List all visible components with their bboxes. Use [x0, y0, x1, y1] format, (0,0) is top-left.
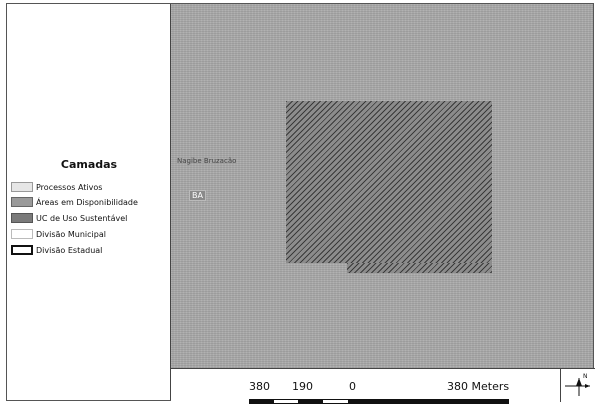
legend-item-areas-disponibilidade: Áreas em Disponibilidade — [11, 196, 138, 208]
legend-label: Divisão Estadual — [36, 245, 103, 255]
scale-bar-panel: 380 190 0 380 Meters — [171, 368, 560, 404]
scale-tick-label: 190 — [292, 380, 313, 393]
legend-swatch-divisao-municipal — [11, 229, 33, 239]
legend-item-uc-uso-sustentavel: UC de Uso Sustentável — [11, 212, 127, 224]
map-layout-frame: Camadas Processos Ativos Áreas em Dispon… — [6, 3, 595, 404]
hatched-area-uc-main — [286, 101, 492, 263]
legend-item-divisao-estadual: Divisão Estadual — [11, 244, 102, 256]
legend-swatch-uc-uso-sustentavel — [11, 213, 33, 223]
scale-segment — [250, 400, 274, 403]
scale-tick-label: 380 — [249, 380, 270, 393]
map-canvas[interactable]: Nagibe Bruzacão BA — [171, 4, 593, 368]
scale-tick-label: 380 Meters — [447, 380, 510, 393]
legend-swatch-processos-ativos — [11, 182, 33, 192]
legend-label: Divisão Municipal — [36, 229, 106, 239]
scale-bar — [249, 399, 509, 404]
legend-label: Áreas em Disponibilidade — [36, 197, 138, 207]
legend-swatch-areas-disponibilidade — [11, 197, 33, 207]
legend-label: Processos Ativos — [36, 182, 103, 192]
faint-map-label: Nagibe Bruzacão — [177, 157, 237, 165]
scale-segment — [274, 400, 298, 403]
legend-item-divisao-municipal: Divisão Municipal — [11, 228, 106, 240]
hatched-area-uc-lower — [347, 263, 492, 273]
legend-label: UC de Uso Sustentável — [36, 213, 128, 223]
legend-item-processos-ativos: Processos Ativos — [11, 181, 102, 193]
state-label-ba: BA — [189, 190, 206, 201]
scale-segment — [298, 400, 323, 403]
legend-swatch-divisao-estadual — [11, 245, 33, 255]
legend-panel: Camadas Processos Ativos Áreas em Dispon… — [7, 4, 171, 400]
scale-segment — [323, 400, 348, 403]
legend-title: Camadas — [60, 158, 118, 171]
north-arrow-icon: N — [565, 373, 590, 396]
scale-segment — [348, 400, 508, 403]
north-label: N — [583, 373, 588, 380]
north-arrow-panel: N — [560, 368, 595, 402]
scale-tick-label: 0 — [349, 380, 356, 393]
